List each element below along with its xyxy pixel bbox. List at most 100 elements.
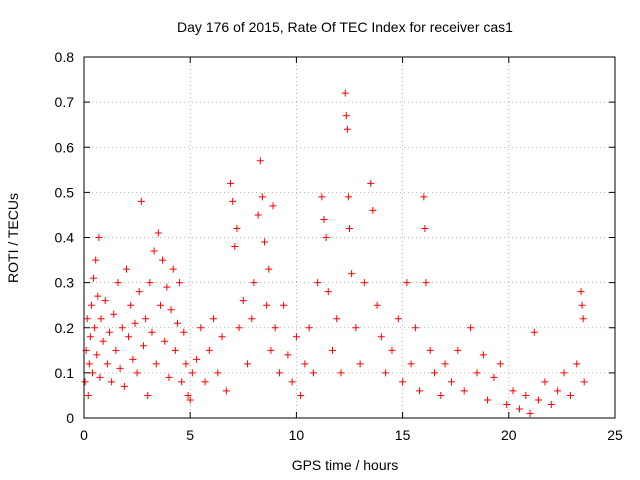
data-point (127, 301, 135, 309)
data-point (269, 202, 277, 210)
data-point (81, 378, 89, 386)
data-point (218, 333, 226, 341)
data-point (515, 405, 523, 413)
data-point (297, 391, 305, 399)
data-point (342, 112, 350, 120)
data-point (159, 256, 167, 264)
data-point (426, 346, 434, 354)
data-point (360, 279, 368, 287)
y-axis-label: ROTI / TECUs (5, 193, 21, 283)
y-tick-label: 0.6 (55, 139, 75, 155)
data-point (288, 378, 296, 386)
y-tick-label: 0.2 (55, 320, 75, 336)
data-point (261, 238, 269, 246)
data-point (503, 400, 511, 408)
data-point (139, 342, 147, 350)
data-point (377, 333, 385, 341)
data-point (256, 157, 264, 165)
x-tick-labels: 0 5 10 15 20 25 (80, 427, 623, 443)
data-point (92, 256, 100, 264)
data-point (154, 229, 162, 237)
data-point (210, 315, 218, 323)
y-tick-label: 0 (66, 410, 74, 426)
data-point (178, 378, 186, 386)
data-point (114, 279, 122, 287)
data-point (301, 360, 309, 368)
data-point (547, 400, 555, 408)
data-point (88, 369, 96, 377)
data-point (148, 328, 156, 336)
data-point (152, 360, 160, 368)
data-point (578, 301, 586, 309)
data-point (522, 391, 530, 399)
data-point (83, 315, 91, 323)
data-point (233, 224, 241, 232)
data-point (188, 369, 196, 377)
data-point (137, 197, 145, 205)
data-point (146, 279, 154, 287)
data-point (479, 351, 487, 359)
data-point (205, 346, 213, 354)
data-point (333, 315, 341, 323)
data-point (239, 297, 247, 305)
y-tick-label: 0.8 (55, 49, 75, 65)
data-point (407, 360, 415, 368)
data-point (144, 391, 152, 399)
data-point (403, 279, 411, 287)
data-point (90, 274, 98, 282)
x-tick-label: 25 (607, 427, 623, 443)
data-point (473, 369, 481, 377)
data-point (93, 351, 101, 359)
x-tick-label: 0 (80, 427, 88, 443)
y-tick-labels: 0 0.1 0.2 0.3 0.4 0.5 0.6 0.7 0.8 (55, 49, 75, 426)
data-point (530, 328, 538, 336)
data-point (265, 265, 273, 273)
data-point (535, 396, 543, 404)
data-point (421, 224, 429, 232)
data-point (566, 391, 574, 399)
data-point (352, 324, 360, 332)
y-tick-label: 0.1 (55, 365, 75, 381)
data-point (105, 328, 113, 336)
grid (84, 57, 615, 418)
data-point (579, 315, 587, 323)
x-tick-label: 15 (395, 427, 411, 443)
data-point (411, 324, 419, 332)
data-point (441, 360, 449, 368)
data-point (129, 355, 137, 363)
data-point (84, 391, 92, 399)
data-point (318, 193, 326, 201)
data-points (81, 89, 588, 417)
data-point (95, 234, 103, 241)
data-point (373, 301, 381, 309)
data-point (399, 378, 407, 386)
data-point (163, 283, 171, 291)
data-point (156, 301, 164, 309)
y-tick-label: 0.4 (55, 230, 75, 246)
data-point (176, 279, 184, 287)
data-point (258, 193, 266, 201)
data-point (87, 301, 95, 309)
data-point (490, 373, 498, 381)
data-point (222, 387, 230, 395)
x-tick-label: 5 (186, 427, 194, 443)
data-point (103, 360, 111, 368)
data-point (509, 387, 517, 395)
data-point (250, 279, 258, 287)
data-point (280, 301, 288, 309)
data-point (320, 215, 328, 223)
data-point (91, 324, 99, 332)
x-tick-label: 20 (501, 427, 517, 443)
data-point (118, 324, 126, 332)
data-point (422, 279, 430, 287)
data-point (356, 360, 364, 368)
y-tick-label: 0.5 (55, 184, 75, 200)
data-point (150, 247, 158, 255)
data-point (142, 315, 150, 323)
data-point (305, 324, 313, 332)
data-point (169, 265, 177, 273)
data-point (108, 378, 116, 386)
data-point (382, 369, 390, 377)
data-point (165, 373, 173, 381)
data-point (314, 279, 322, 287)
